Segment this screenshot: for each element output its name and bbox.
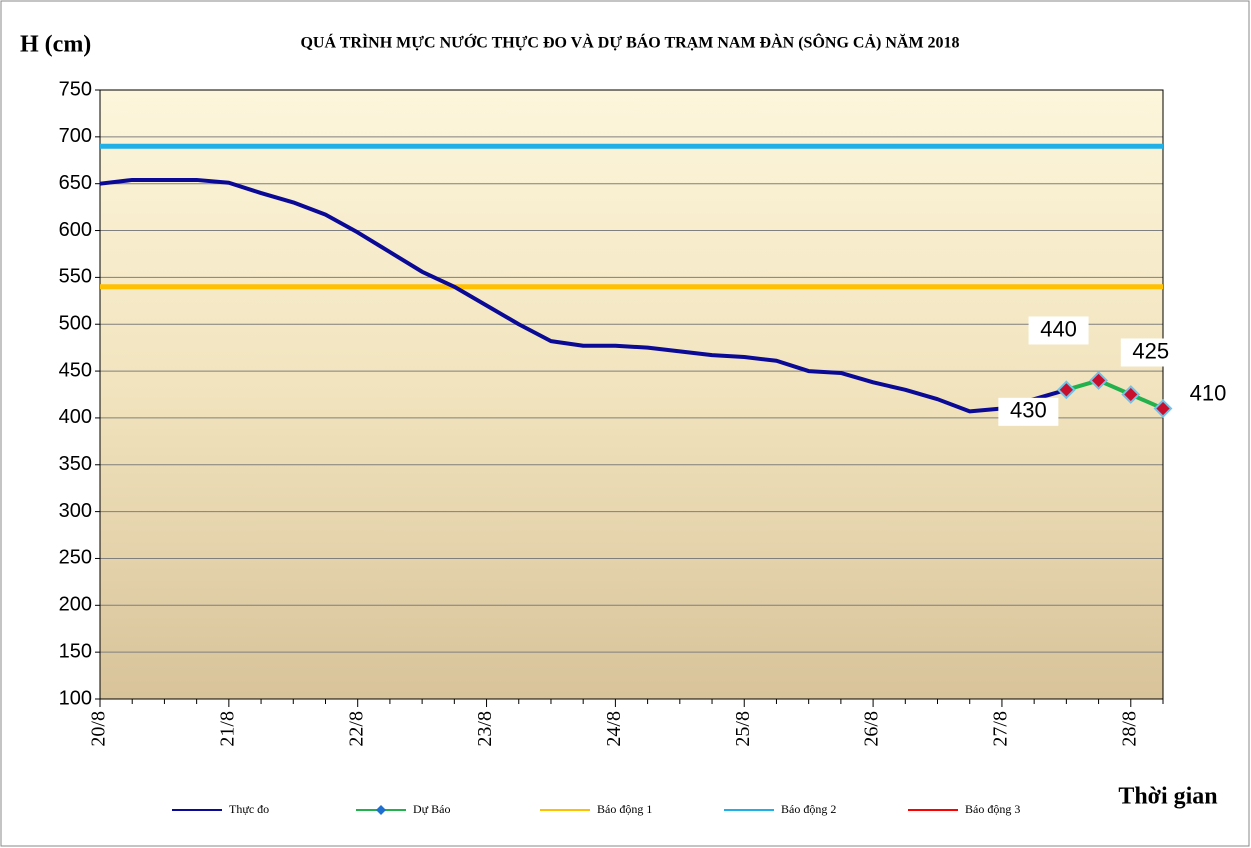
- series-line: [99, 177, 1067, 414]
- x-axis-label: Thời gian: [1118, 784, 1217, 810]
- x-tick-label: 24/8: [603, 711, 625, 747]
- legend-label: Báo động 1: [597, 802, 652, 816]
- y-tick-label: 250: [59, 547, 92, 569]
- y-tick-label: 350: [59, 453, 92, 475]
- x-tick-label: 27/8: [990, 711, 1012, 747]
- forecast-marker: [1089, 371, 1108, 390]
- y-tick-label: 700: [59, 125, 92, 147]
- legend-label: Dự Báo: [413, 802, 451, 816]
- y-tick-label: 550: [59, 266, 92, 288]
- plot-area: [99, 89, 1164, 700]
- x-tick-label: 21/8: [216, 711, 238, 747]
- y-tick-label: 500: [59, 313, 92, 335]
- chart-title: QUÁ TRÌNH MỰC NƯỚC THỰC ĐO VÀ DỰ BÁO TRẠ…: [300, 33, 959, 52]
- data-label-box: [1178, 380, 1238, 409]
- y-axis-label: H (cm): [20, 32, 91, 58]
- data-label-box: [1028, 316, 1089, 345]
- x-tick-label: 22/8: [345, 711, 367, 747]
- x-tick-label: 26/8: [861, 711, 883, 747]
- legend-label: Báo động 2: [781, 802, 836, 816]
- data-label-box: [1120, 338, 1181, 367]
- y-tick-label: 100: [59, 687, 92, 709]
- y-tick-label: 450: [59, 359, 92, 381]
- data-label: 425: [1132, 338, 1169, 363]
- forecast-marker: [1121, 385, 1141, 404]
- data-label-box: [998, 397, 1059, 426]
- legend-label: Báo động 3: [965, 802, 1020, 816]
- y-tick-label: 650: [59, 172, 92, 194]
- x-tick-label: 20/8: [88, 711, 110, 747]
- data-label: 440: [1040, 316, 1077, 341]
- y-tick-label: 200: [59, 594, 92, 616]
- y-tick-label: 600: [59, 219, 92, 241]
- series-line: [1065, 378, 1164, 411]
- x-tick-label: 28/8: [1118, 711, 1140, 747]
- legend-marker: [376, 805, 386, 815]
- data-label: 410: [1190, 380, 1227, 405]
- forecast-marker: [1153, 399, 1173, 418]
- y-tick-label: 150: [59, 640, 92, 662]
- data-label: 430: [1010, 398, 1047, 423]
- x-tick-label: 25/8: [732, 711, 754, 747]
- x-tick-label: 23/8: [474, 711, 496, 747]
- y-tick-label: 300: [59, 500, 92, 522]
- plot-border: [99, 89, 1164, 700]
- legend-label: Thực đo: [229, 802, 269, 816]
- forecast-marker: [1056, 380, 1076, 400]
- y-tick-label: 400: [59, 406, 92, 428]
- y-tick-label: 750: [59, 78, 92, 100]
